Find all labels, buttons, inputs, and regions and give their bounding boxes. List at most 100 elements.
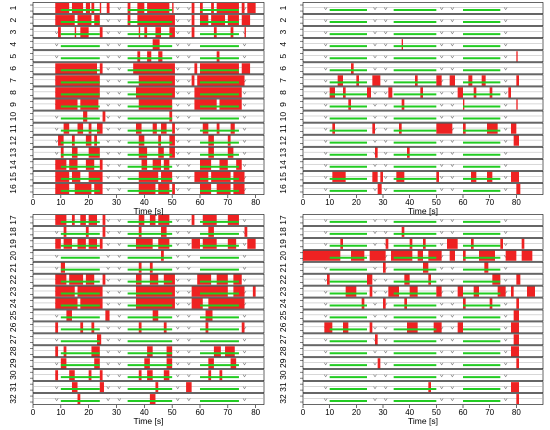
activity-bar: [211, 15, 226, 26]
trace-dip: [187, 139, 191, 143]
trace-dip: [383, 152, 388, 155]
activity-bar: [149, 394, 156, 404]
trace-dip: [373, 7, 377, 11]
trace-dip: [106, 43, 110, 47]
trace-dip: [323, 278, 328, 282]
trace-dip: [242, 266, 247, 270]
raster-row: 31: [278, 381, 544, 393]
row-label: 22: [8, 275, 18, 285]
raster-row: 20: [8, 250, 265, 262]
activity-bar: [244, 27, 246, 38]
trace-dip: [242, 278, 247, 282]
row-frame: [32, 98, 265, 111]
trace-dip: [503, 43, 508, 47]
activity-bar: [369, 286, 373, 297]
activity-bar: [329, 87, 335, 98]
activity-bar: [55, 238, 61, 249]
raster-row: 6: [8, 62, 265, 75]
row-label: 3: [8, 30, 18, 35]
activity-bar: [163, 159, 170, 170]
row-frame: [32, 74, 265, 87]
trace-dip: [503, 326, 508, 330]
activity-bar: [155, 382, 159, 393]
trace-dip: [323, 350, 328, 354]
row-frame: [32, 50, 265, 63]
activity-bar: [191, 15, 195, 26]
trace-dip: [117, 67, 122, 71]
x-tick-label: 50: [432, 408, 441, 417]
row-frame: [302, 159, 544, 171]
activity-bar: [463, 250, 466, 261]
row-frame: [302, 226, 544, 238]
row-label: 17: [278, 215, 288, 225]
activity-bar: [385, 238, 389, 249]
trace-dip: [503, 127, 508, 131]
trace-dip: [503, 55, 508, 59]
activity-bar: [91, 346, 100, 357]
activity-bar: [55, 346, 59, 357]
x-tick-label: 70: [485, 198, 494, 207]
row-label: 27: [278, 334, 288, 344]
trace-dip: [503, 103, 508, 107]
trace-dip: [54, 31, 59, 35]
activity-bar: [147, 3, 170, 14]
trace-dip: [383, 55, 388, 59]
trace-dip: [187, 7, 191, 11]
trace-dip: [187, 231, 191, 235]
row-frame: [302, 214, 544, 226]
activity-bar: [138, 99, 173, 110]
trace-dip: [117, 164, 122, 167]
trace-dip: [117, 176, 122, 180]
activity-bar: [367, 274, 373, 285]
activity-bar: [216, 183, 231, 194]
activity-bar: [99, 63, 103, 74]
trace-dip: [439, 139, 444, 143]
trace-dip: [175, 115, 180, 119]
trace-dip: [373, 164, 377, 167]
trace-dip: [106, 152, 110, 155]
trace-dip: [323, 152, 328, 155]
trace-dip: [242, 115, 247, 119]
raster-row: 6: [278, 62, 544, 75]
activity-bar: [137, 51, 141, 62]
trace-dip: [383, 19, 388, 23]
activity-bar: [211, 171, 231, 182]
trace-dip: [242, 103, 247, 107]
activity-bar: [138, 215, 145, 225]
activity-bar: [60, 147, 64, 158]
trace-dip: [323, 314, 328, 318]
activity-bar: [216, 51, 220, 62]
trace-dip: [439, 19, 444, 23]
activity-bar: [60, 262, 66, 273]
trace-dip: [323, 398, 328, 402]
trace-dip: [175, 326, 180, 330]
activity-bar: [337, 75, 343, 86]
trace-dip: [242, 255, 247, 258]
activity-bar: [158, 215, 170, 225]
trace-dip: [383, 188, 388, 192]
trace-dip: [175, 278, 180, 282]
row-frame: [302, 393, 544, 405]
row-label: 14: [8, 160, 18, 170]
trace-dip: [323, 67, 328, 71]
trace-dip: [54, 115, 59, 119]
activity-bar: [127, 15, 131, 26]
trace-dip: [187, 152, 191, 155]
activity-bar: [473, 87, 477, 98]
trace-dip: [439, 176, 444, 180]
activity-bar: [55, 274, 67, 285]
row-label: 26: [278, 322, 288, 332]
row-label: 19: [8, 239, 18, 249]
trace-dip: [503, 67, 508, 71]
trace-dip: [323, 79, 328, 83]
activity-bar: [135, 298, 175, 309]
trace-dip: [439, 362, 444, 366]
x-tick-label: 0: [301, 408, 306, 417]
trace-dip: [187, 19, 191, 23]
trace-dip: [450, 266, 455, 270]
x-axis-label: Time [s]: [408, 416, 438, 426]
x-tick-label: 0: [31, 198, 36, 207]
trace-dip: [450, 103, 455, 107]
trace-dip: [187, 398, 191, 402]
trace-dip: [383, 67, 388, 71]
